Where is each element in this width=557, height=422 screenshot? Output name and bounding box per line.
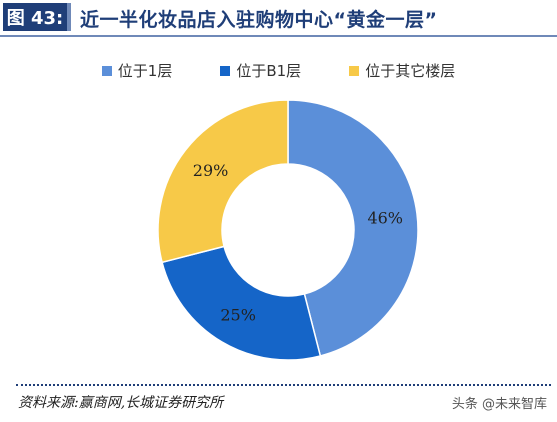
figure-title: 近一半化妆品店入驻购物中心“黄金一层”	[80, 9, 438, 31]
watermark: 头条 @未来智库	[451, 397, 547, 412]
legend-label: 位于B1层	[236, 62, 302, 80]
slice-label-other-floors: 29%	[193, 161, 229, 180]
legend-label: 位于1层	[117, 62, 173, 80]
legend-item-other-floors: 位于其它楼层	[349, 60, 455, 81]
legend-item-floor-b1: 位于B1层	[220, 60, 301, 81]
legend-swatch	[101, 65, 112, 76]
legend-swatch	[349, 65, 360, 76]
slice-label-floor-1: 46%	[367, 209, 403, 228]
figure-header: 图 43: 近一半化妆品店入驻购物中心“黄金一层”	[0, 0, 557, 42]
donut-slice-other-floors	[157, 99, 289, 264]
donut-slice-floor-1	[287, 99, 419, 357]
figure-number: 图 43:	[3, 3, 71, 31]
source-note: 资料来源:赢商网,长城证券研究所	[18, 395, 224, 411]
chart-legend: 位于1层 位于B1层 位于其它楼层	[0, 60, 557, 81]
footer-divider	[16, 384, 551, 386]
legend-label: 位于其它楼层	[365, 62, 456, 80]
legend-swatch	[220, 65, 231, 76]
slice-label-floor-b1: 25%	[220, 305, 256, 324]
donut-slice-floor-b1	[161, 245, 322, 361]
donut-chart: 46% 25% 29%	[157, 99, 419, 361]
header-divider	[0, 35, 557, 37]
legend-item-floor-1: 位于1层	[101, 60, 173, 81]
